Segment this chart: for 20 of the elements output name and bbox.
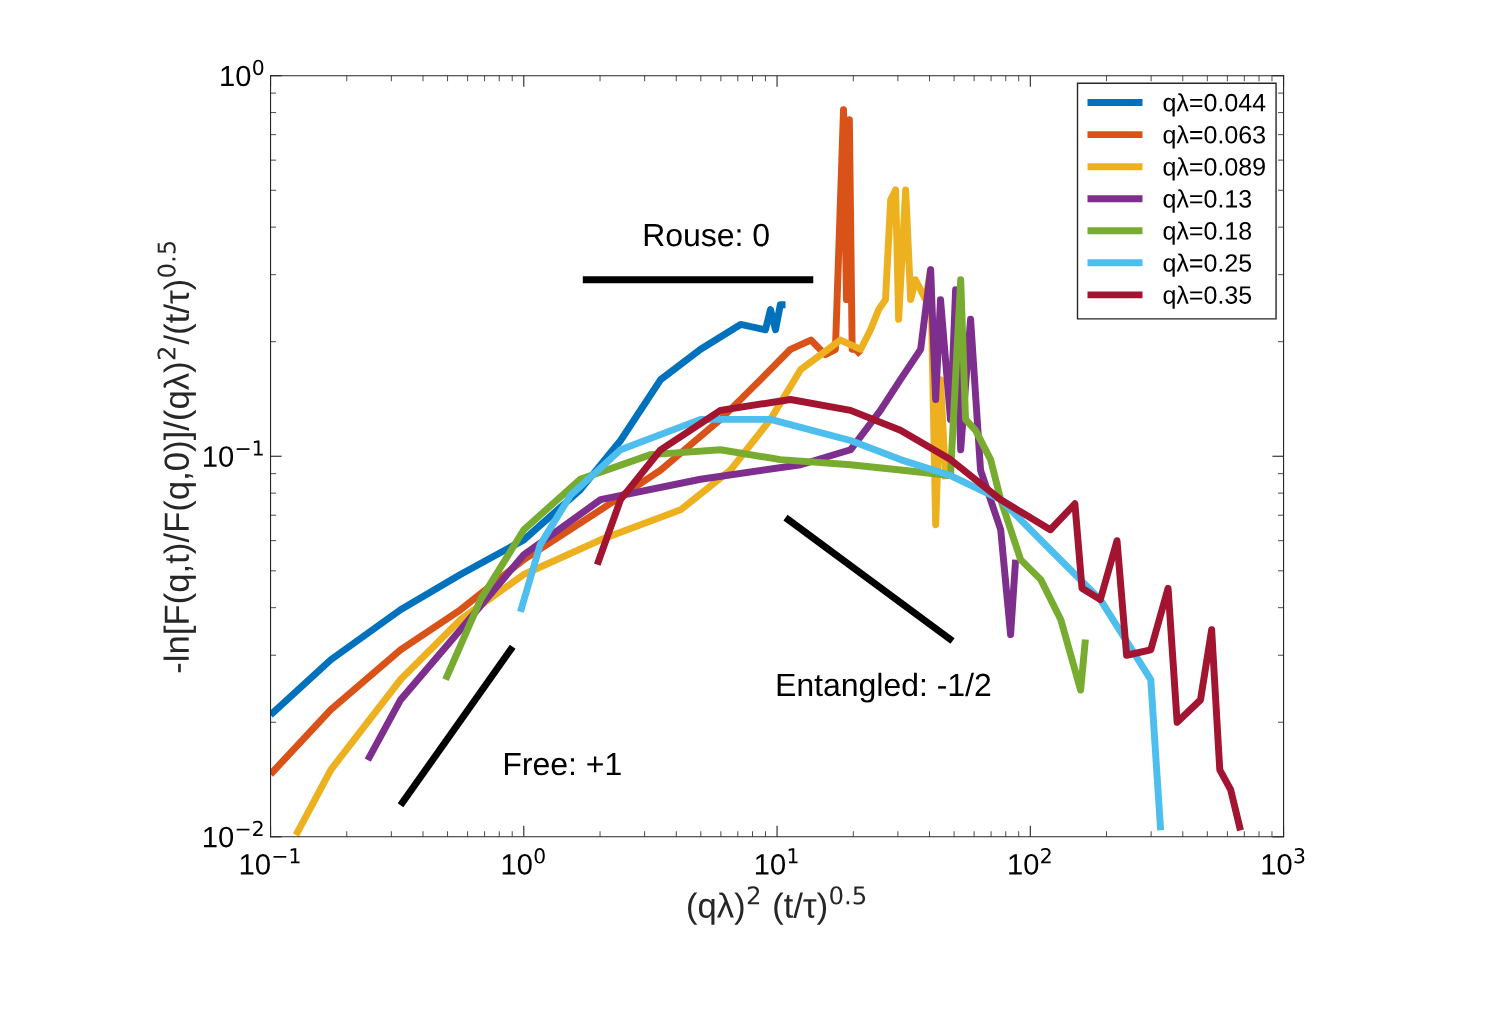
x-tick-label: 10$^{3}$ (1262, 848, 1305, 875)
x-tick-label: 10$^{−1}$ (240, 848, 300, 875)
x-tick-label: 10$^{1}$ (755, 848, 798, 875)
legend-label: qλ=0.063 (1163, 125, 1265, 149)
x-tick-label: 10$^{2}$ (1009, 848, 1051, 875)
x-axis-title: (qλ)$^{2}$ (t/τ)$^{0.5}$ (688, 886, 866, 925)
legend-label: qλ=0.044 (1163, 93, 1266, 117)
annotation: Entangled: -1/2 (777, 672, 991, 703)
legend-label: qλ=0.35 (1163, 285, 1252, 309)
legend-label: qλ=0.13 (1163, 189, 1252, 213)
x-tick-label: 10$^{0}$ (502, 848, 545, 875)
annotation: Free: +1 (504, 753, 621, 776)
y-axis-title: -ln[F(q,t)/F(q,0)]/(qλ)$^{2}$/(t/τ)$^{0.5}$ (157, 241, 196, 673)
legend-label: qλ=0.18 (1163, 221, 1252, 245)
y-tick-label: 10$^{−2}$ (204, 820, 263, 848)
legend-label: qλ=0.25 (1163, 253, 1252, 277)
annotation: Rouse: 0 (644, 223, 769, 247)
y-tick-label: 10$^{0}$ (221, 59, 264, 87)
legend-label: qλ=0.089 (1163, 157, 1265, 181)
y-tick-label: 10$^{−1}$ (204, 440, 263, 467)
